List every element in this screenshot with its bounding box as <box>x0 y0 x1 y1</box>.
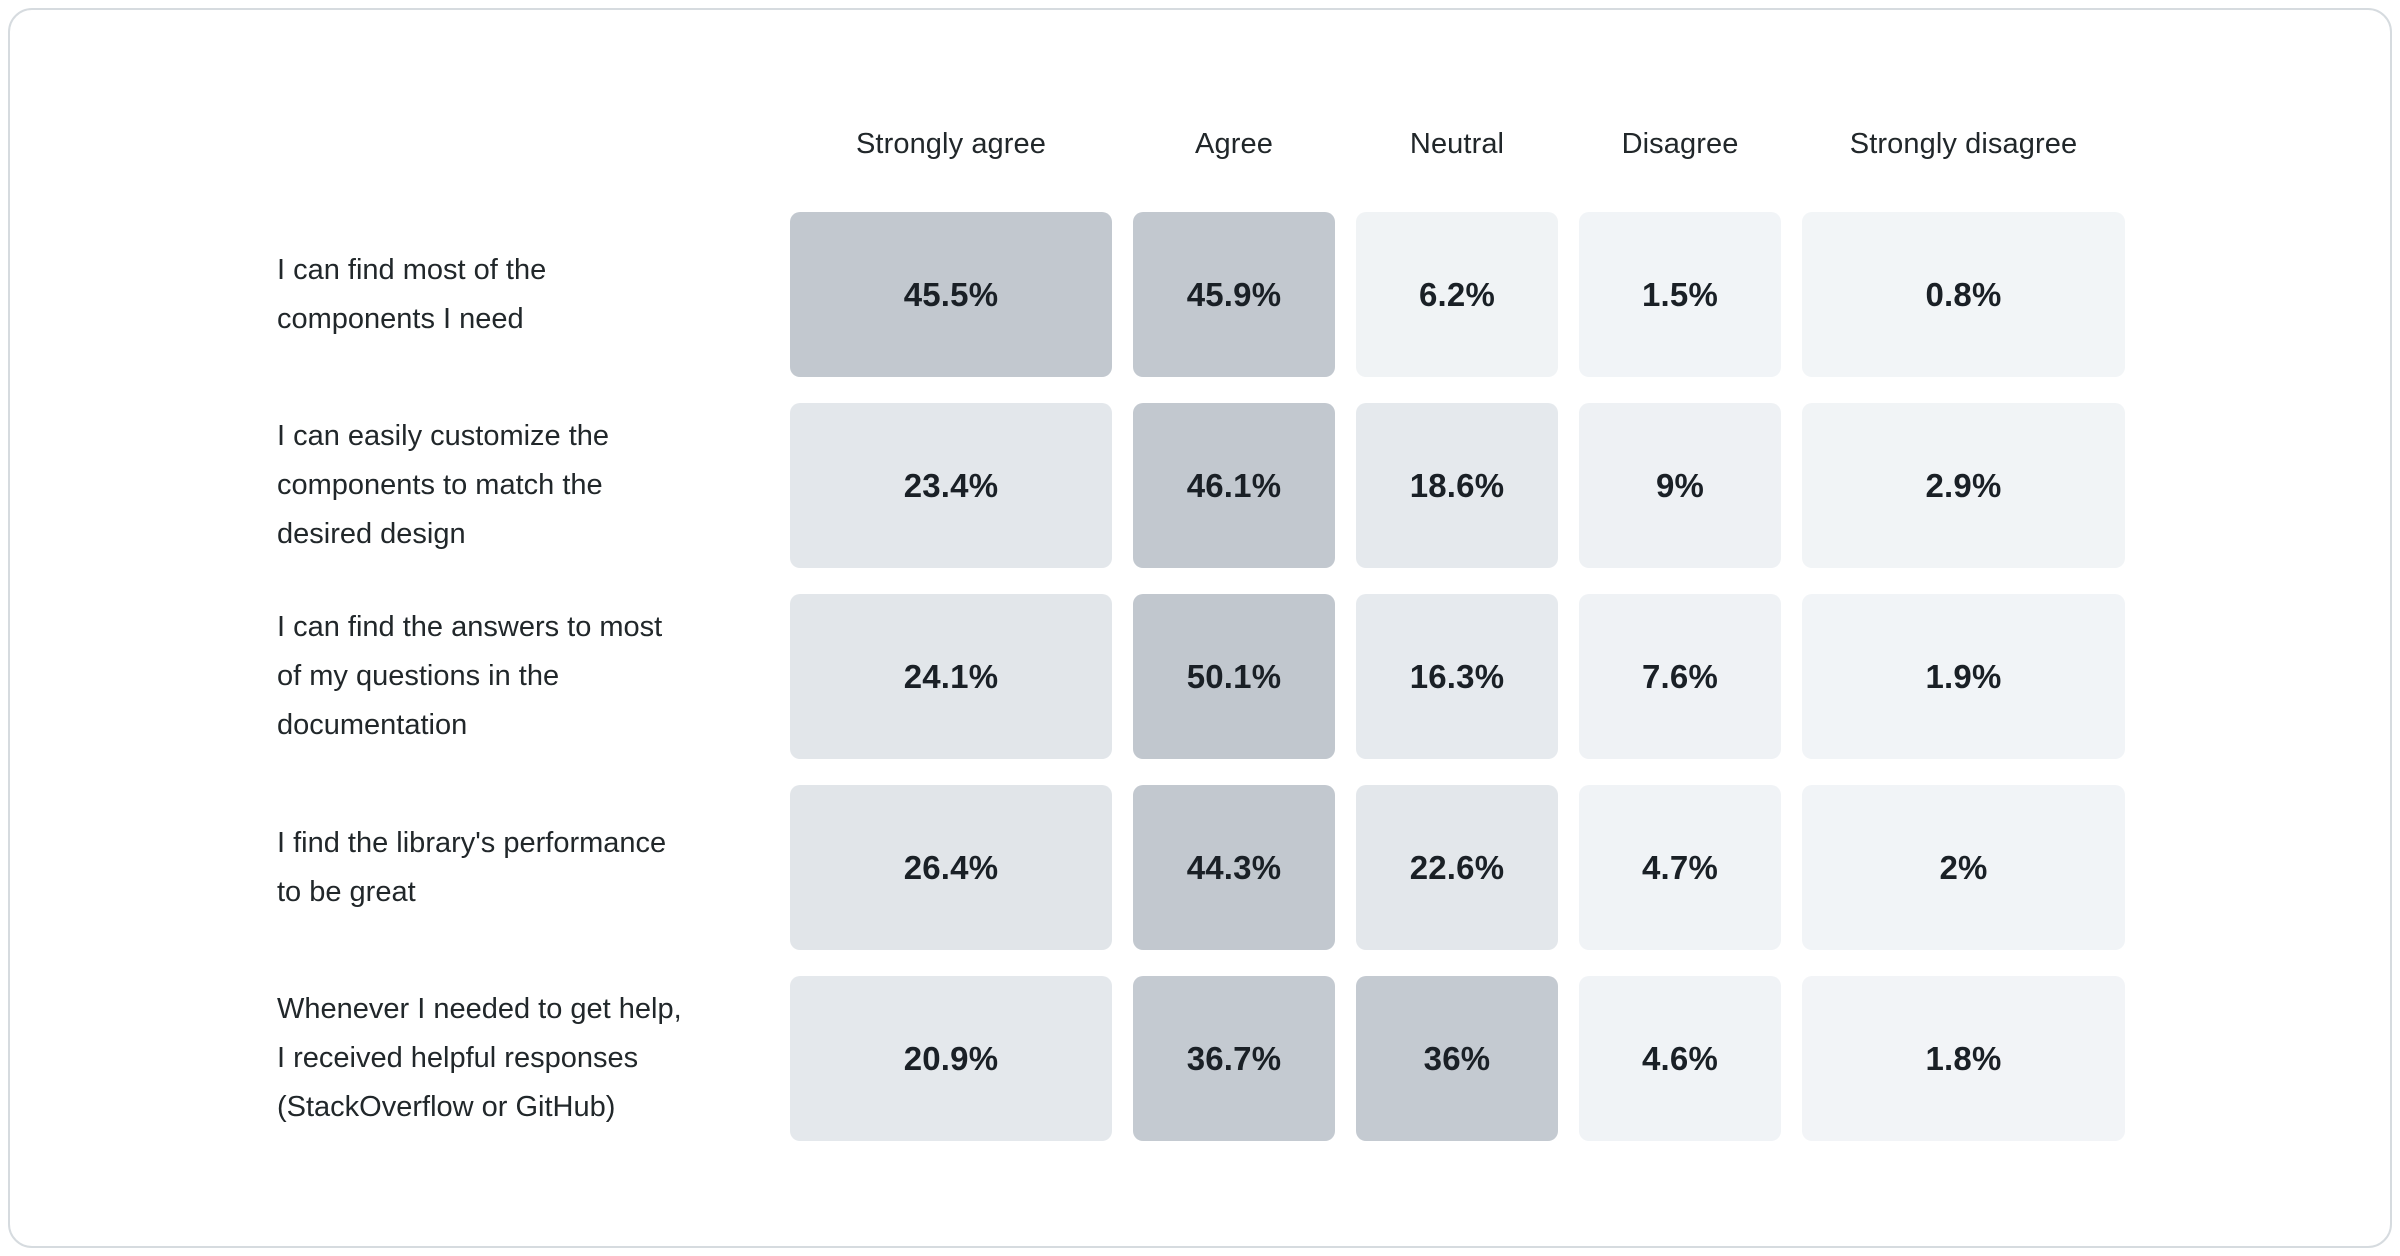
heatmap-cell: 26.4% <box>790 785 1112 950</box>
column-header-strongly-disagree: Strongly disagree <box>1849 127 2078 160</box>
heatmap-cell: 45.9% <box>1133 212 1335 377</box>
heatmap-cell: 2.9% <box>1802 403 2125 568</box>
heatmap-cell: 36% <box>1356 976 1558 1141</box>
survey-heatmap: Strongly agree Agree Neutral Disagree St… <box>277 102 2125 1141</box>
row-label: I can find most of the components I need <box>277 253 547 335</box>
heatmap-cell: 1.5% <box>1579 212 1781 377</box>
heatmap-cell: 50.1% <box>1133 594 1335 759</box>
heatmap-cell: 45.5% <box>790 212 1112 377</box>
heatmap-cell: 4.6% <box>1579 976 1781 1141</box>
heatmap-cell: 24.1% <box>790 594 1112 759</box>
heatmap-cell: 20.9% <box>790 976 1112 1141</box>
row-label: I find the library's performance to be g… <box>277 826 667 908</box>
heatmap-cell: 46.1% <box>1133 403 1335 568</box>
heatmap-cell: 23.4% <box>790 403 1112 568</box>
heatmap-cell: 36.7% <box>1133 976 1335 1141</box>
heatmap-cell: 16.3% <box>1356 594 1558 759</box>
heatmap-cell: 22.6% <box>1356 785 1558 950</box>
heatmap-cell: 6.2% <box>1356 212 1558 377</box>
heatmap-cell: 1.8% <box>1802 976 2125 1141</box>
column-header-strongly-agree: Strongly agree <box>855 127 1046 160</box>
heatmap-cell: 9% <box>1579 403 1781 568</box>
heatmap-cell: 1.9% <box>1802 594 2125 759</box>
column-header-agree: Agree <box>1195 127 1273 160</box>
heatmap-cell: 2% <box>1802 785 2125 950</box>
heatmap-cell: 0.8% <box>1802 212 2125 377</box>
row-label: I can find the answers to most of my que… <box>277 611 663 741</box>
heatmap-cell: 44.3% <box>1133 785 1335 950</box>
heatmap-cell: 18.6% <box>1356 403 1558 568</box>
row-label: Whenever I needed to get help, I receive… <box>277 993 682 1123</box>
corner-spacer <box>277 102 769 186</box>
column-header-disagree: Disagree <box>1621 127 1739 160</box>
heatmap-cell: 7.6% <box>1579 594 1781 759</box>
column-header-neutral: Neutral <box>1409 127 1505 160</box>
heatmap-cell: 4.7% <box>1579 785 1781 950</box>
survey-results-card: Strongly agree Agree Neutral Disagree St… <box>8 8 2392 1248</box>
row-label: I can easily customize the components to… <box>277 420 610 550</box>
